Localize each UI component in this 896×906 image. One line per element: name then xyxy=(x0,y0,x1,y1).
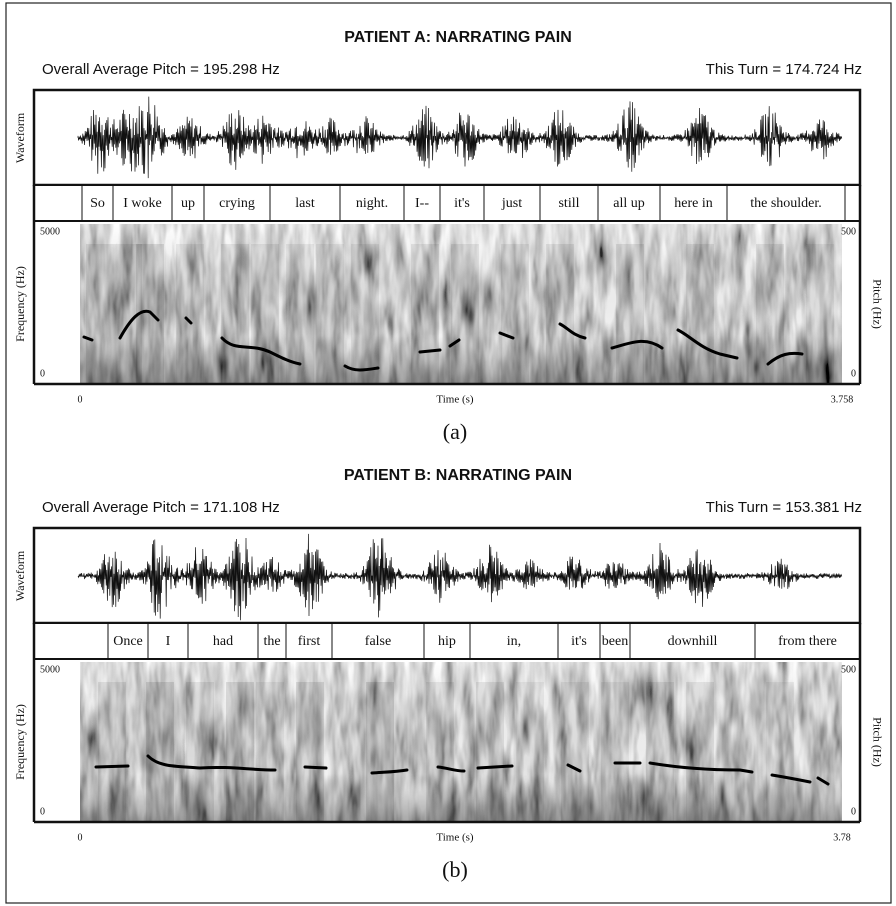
word: So xyxy=(90,196,105,211)
formant-band xyxy=(766,682,794,822)
formant-band xyxy=(686,244,714,384)
waveform-label: Waveform xyxy=(13,112,27,163)
formant-band xyxy=(546,244,574,384)
word: it's xyxy=(571,634,587,649)
figure: PATIENT A: NARRATING PAIN Overall Average… xyxy=(0,0,896,906)
panel-title: PATIENT A: NARRATING PAIN xyxy=(344,29,572,46)
average-pitch: Overall Average Pitch = 195.298 Hz xyxy=(42,61,280,78)
word: I-- xyxy=(415,196,429,211)
pitch-tick: 500 xyxy=(841,226,856,237)
formant-band xyxy=(516,682,544,822)
word: first xyxy=(298,634,321,649)
word: the xyxy=(263,634,280,649)
time-tick: 3.78 xyxy=(833,832,851,843)
word: still xyxy=(558,196,579,211)
word: last xyxy=(295,196,315,211)
frequency-tick: 5000 xyxy=(40,226,60,237)
word: downhill xyxy=(668,634,718,649)
word: the shoulder. xyxy=(750,196,822,211)
pitch-tick: 500 xyxy=(841,664,856,675)
formant-band xyxy=(451,244,479,384)
this-turn: This Turn = 174.724 Hz xyxy=(706,61,862,78)
formant-band xyxy=(501,244,529,384)
formant-band xyxy=(561,682,589,822)
word: just xyxy=(501,196,522,211)
time-tick: 0 xyxy=(78,394,83,405)
formant-band xyxy=(146,682,174,822)
time-tick: 0 xyxy=(78,832,83,843)
average-pitch: Overall Average Pitch = 171.108 Hz xyxy=(42,499,280,516)
frequency-tick: 0 xyxy=(40,806,45,817)
word: false xyxy=(365,634,391,649)
time-label: Time (s) xyxy=(436,394,474,406)
frequency-label: Frequency (Hz) xyxy=(13,704,27,780)
word: here in xyxy=(674,196,712,211)
formant-band xyxy=(426,682,454,822)
word: Once xyxy=(113,634,143,649)
frequency-label: Frequency (Hz) xyxy=(13,266,27,342)
word: had xyxy=(213,634,233,649)
word: crying xyxy=(219,196,255,211)
waveform xyxy=(78,534,842,620)
formant-band xyxy=(601,682,629,822)
word: hip xyxy=(438,634,456,649)
formant-band xyxy=(176,244,204,384)
pitch-tick: 0 xyxy=(851,368,856,379)
formant-band xyxy=(221,244,249,384)
formant-band xyxy=(98,682,126,822)
time-tick: 3.758 xyxy=(831,394,854,405)
formant-band xyxy=(86,244,114,384)
frequency-tick: 5000 xyxy=(40,664,60,675)
formant-band xyxy=(226,682,254,822)
formant-band xyxy=(366,682,394,822)
frequency-tick: 0 xyxy=(40,368,45,379)
caption: (a) xyxy=(443,419,467,444)
word: night. xyxy=(356,196,388,211)
formant-band xyxy=(476,682,504,822)
pitch-label: Pitch (Hz) xyxy=(870,717,884,767)
word: all up xyxy=(613,196,645,211)
this-turn: This Turn = 153.381 Hz xyxy=(706,499,862,516)
waveform xyxy=(78,97,842,179)
word: it's xyxy=(454,196,470,211)
word: up xyxy=(181,196,195,211)
pitch-contour xyxy=(305,767,326,768)
word: I xyxy=(166,634,171,649)
word: in, xyxy=(507,634,521,649)
waveform-label: Waveform xyxy=(13,550,27,601)
formant-band xyxy=(351,244,379,384)
formant-band xyxy=(316,244,344,384)
caption: (b) xyxy=(442,857,468,882)
word: been xyxy=(602,634,628,649)
formant-band xyxy=(186,682,214,822)
word: from there xyxy=(778,634,837,649)
formant-band xyxy=(296,682,324,822)
pitch-tick: 0 xyxy=(851,806,856,817)
pitch-contour xyxy=(478,766,512,768)
formant-band xyxy=(251,244,279,384)
word: I woke xyxy=(123,196,162,211)
formant-band xyxy=(646,682,674,822)
pitch-label: Pitch (Hz) xyxy=(870,279,884,329)
pitch-contour xyxy=(96,766,128,767)
formant-band xyxy=(256,682,284,822)
formant-band xyxy=(806,244,834,384)
formant-band xyxy=(686,682,714,822)
formant-band xyxy=(411,244,439,384)
time-label: Time (s) xyxy=(436,832,474,844)
formant-band xyxy=(616,244,644,384)
panel-title: PATIENT B: NARRATING PAIN xyxy=(344,467,572,484)
